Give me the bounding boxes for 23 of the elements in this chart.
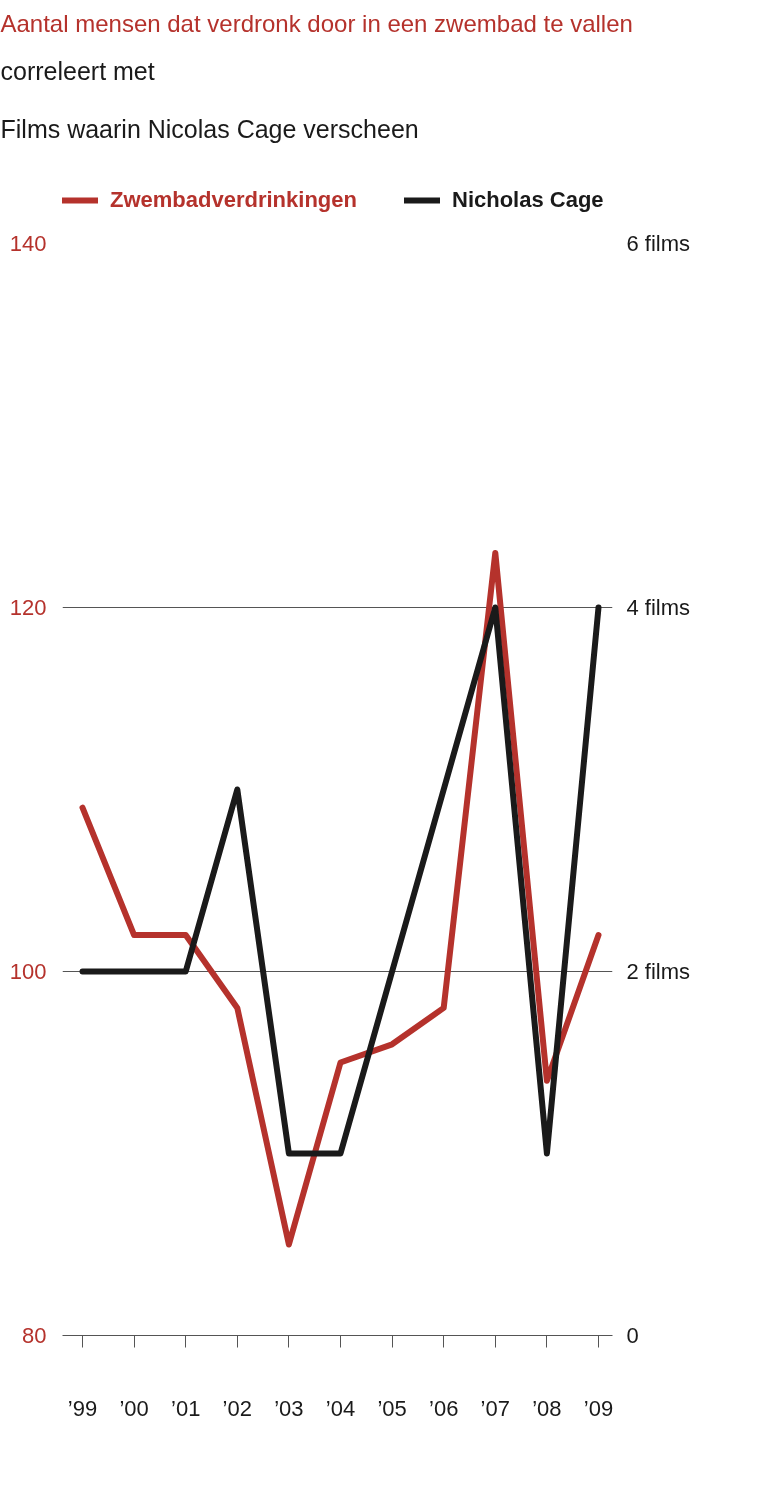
y-tick-label: 140 — [9, 231, 47, 256]
x-tick-label: ’01 — [171, 1395, 201, 1421]
y2-tick-label: 4 films — [626, 595, 691, 620]
text: correleert met Films waarin Nicolas Cage verscheen — [0, 56, 419, 144]
y-tick-label: 80 — [22, 1323, 47, 1348]
x-tick-label: ’03 — [274, 1395, 304, 1421]
y2-tick-label: 2 films — [626, 959, 691, 984]
y-tick-label: 120 — [9, 595, 47, 620]
legend-label: Nicholas Cage — [452, 187, 604, 213]
x-tick-label: ’02 — [222, 1395, 252, 1421]
x-tick-label: ’06 — [429, 1395, 459, 1421]
y2-tick-label: 0 — [626, 1323, 639, 1348]
x-tick-label: ’99 — [67, 1395, 98, 1421]
chart-title: Aantal mensen dat verdronk door in een zwembad te vallen — [0, 9, 633, 37]
x-tick-label: ’07 — [480, 1395, 510, 1421]
legend-label: Zwembadverdrinkingen — [110, 187, 357, 213]
x-tick-label: ’09 — [583, 1395, 614, 1421]
x-tick-label: ’08 — [532, 1395, 562, 1421]
x-tick-label: ’00 — [119, 1395, 149, 1421]
x-tick-label: ’04 — [325, 1395, 356, 1421]
x-tick-label: ’05 — [377, 1395, 407, 1421]
y2-tick-label: 6 films — [626, 231, 691, 256]
y-tick-label: 100 — [9, 959, 47, 984]
